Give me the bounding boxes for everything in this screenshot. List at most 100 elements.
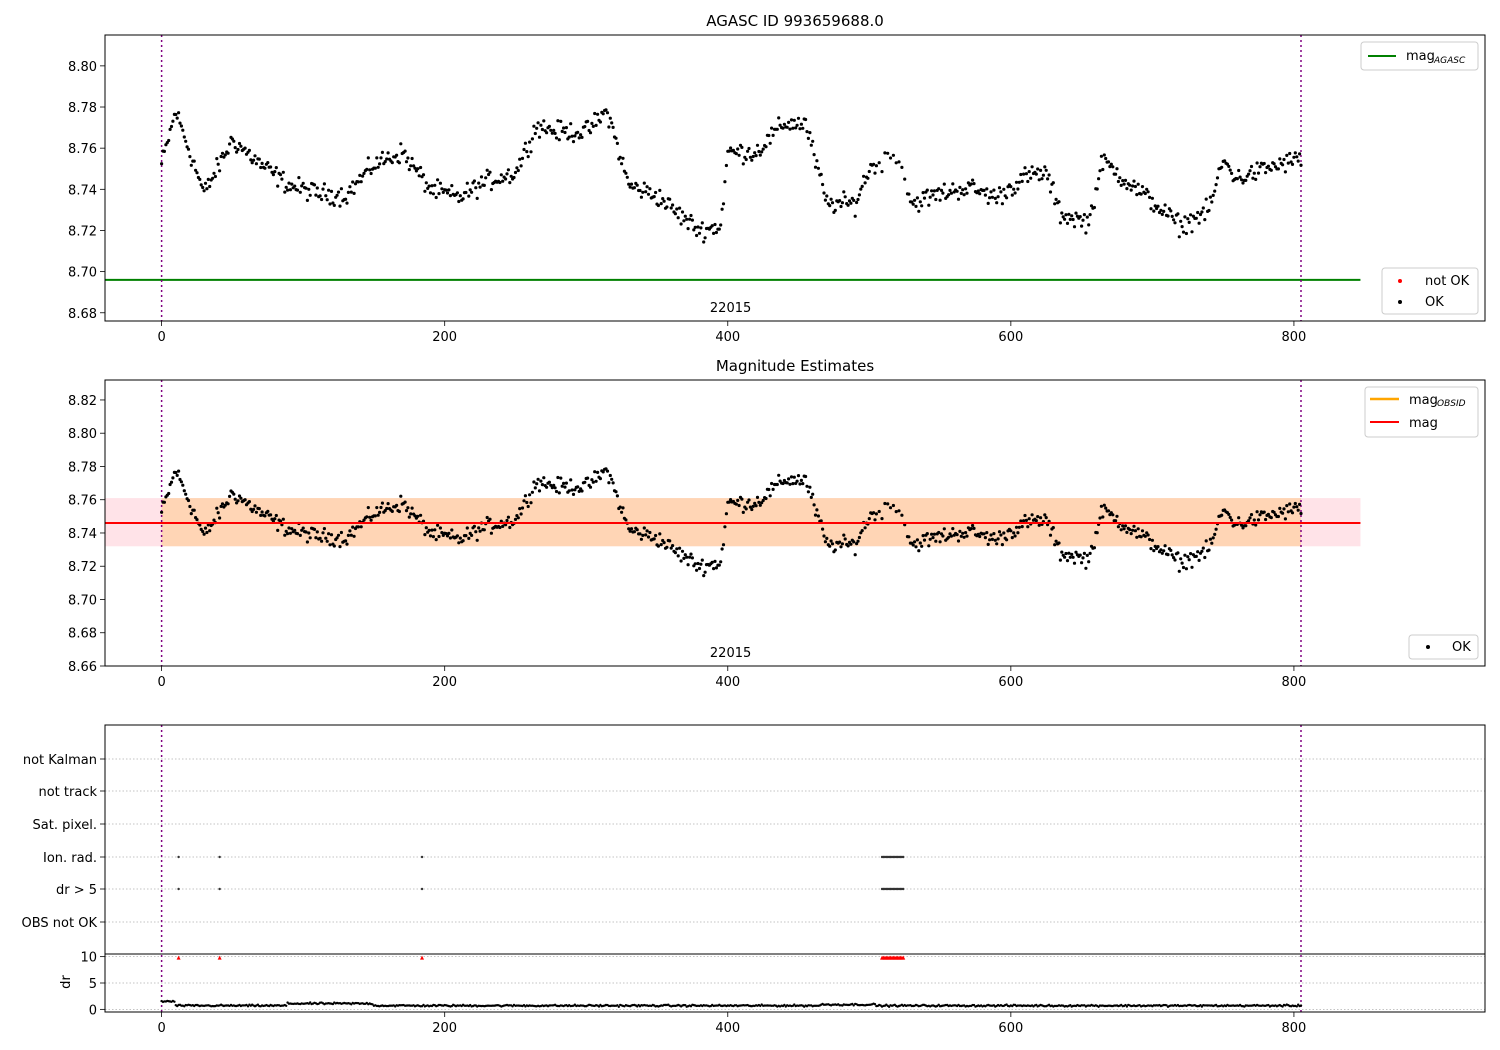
data-point xyxy=(536,121,540,125)
data-point xyxy=(877,509,881,514)
data-point xyxy=(1289,160,1293,164)
data-point xyxy=(748,155,753,159)
flag-row-label: Sat. pixel. xyxy=(33,818,97,833)
data-point xyxy=(314,193,318,197)
data-point xyxy=(536,477,540,481)
data-point xyxy=(501,179,505,183)
data-point xyxy=(720,547,724,551)
data-point xyxy=(615,141,620,145)
data-point xyxy=(356,180,360,184)
data-point xyxy=(219,154,223,159)
data-point xyxy=(475,196,479,200)
data-point xyxy=(484,176,488,180)
data-point xyxy=(764,496,768,501)
legend-label-not-ok: not OK xyxy=(1425,274,1470,289)
x-tick-label: 200 xyxy=(432,675,457,690)
data-point xyxy=(942,182,946,186)
data-point xyxy=(499,173,503,177)
data-point xyxy=(659,543,663,547)
data-point xyxy=(1228,168,1232,172)
data-point xyxy=(526,155,530,159)
data-point xyxy=(639,537,644,541)
data-point xyxy=(472,179,476,183)
data-point xyxy=(525,150,529,154)
data-point xyxy=(1251,176,1255,180)
data-point xyxy=(693,562,697,566)
x-tick-label: 0 xyxy=(157,675,165,690)
data-point xyxy=(1089,204,1094,208)
legend-marker-ok-2 xyxy=(1426,645,1430,649)
data-point xyxy=(1084,566,1088,570)
data-point xyxy=(346,190,350,194)
data-point xyxy=(1288,151,1292,156)
data-point xyxy=(1101,515,1105,519)
data-point xyxy=(1002,187,1006,191)
data-point xyxy=(982,532,986,536)
data-point xyxy=(1187,220,1191,224)
data-point xyxy=(1139,535,1143,539)
data-point xyxy=(440,531,444,535)
data-point xyxy=(1286,510,1290,514)
data-point xyxy=(580,135,584,139)
data-point xyxy=(257,157,261,161)
data-point xyxy=(530,137,535,141)
data-point xyxy=(900,165,904,169)
data-point xyxy=(1159,548,1163,552)
data-point xyxy=(1074,550,1078,554)
data-point xyxy=(1156,204,1160,208)
data-point xyxy=(596,112,600,116)
data-point xyxy=(648,187,652,191)
data-point xyxy=(1060,211,1064,215)
data-point xyxy=(1230,171,1234,175)
data-point xyxy=(556,119,560,123)
data-point xyxy=(1170,553,1174,557)
data-point xyxy=(431,192,435,196)
data-point xyxy=(318,536,322,540)
data-point xyxy=(993,196,997,200)
data-point xyxy=(219,504,223,508)
y-tick-label: 8.68 xyxy=(68,627,97,642)
data-point xyxy=(1184,231,1188,236)
data-point xyxy=(1220,165,1224,169)
data-point xyxy=(1081,556,1085,560)
data-point xyxy=(997,186,1002,190)
data-point xyxy=(1013,534,1017,538)
data-point xyxy=(202,189,206,193)
data-point xyxy=(559,476,563,480)
data-point xyxy=(182,489,186,493)
data-point xyxy=(1160,212,1164,216)
data-point xyxy=(586,119,590,123)
data-point xyxy=(808,485,812,489)
data-point xyxy=(1295,505,1299,509)
data-point xyxy=(1181,230,1186,234)
data-point xyxy=(888,156,893,160)
dr-point xyxy=(246,1005,250,1008)
data-point xyxy=(1176,212,1180,216)
data-point xyxy=(596,470,600,474)
data-point xyxy=(218,169,222,173)
data-point xyxy=(695,568,699,572)
panel3-frame xyxy=(104,724,1486,1013)
data-point xyxy=(270,170,274,174)
data-point xyxy=(1037,178,1041,182)
data-point xyxy=(1204,539,1208,543)
data-point xyxy=(1201,206,1205,210)
data-point xyxy=(249,158,253,162)
data-point xyxy=(416,167,420,171)
data-point xyxy=(554,136,559,140)
data-point xyxy=(295,532,300,536)
data-point xyxy=(569,478,573,482)
data-point xyxy=(679,559,683,563)
data-point xyxy=(1102,503,1106,507)
data-point xyxy=(915,538,920,542)
dr-point xyxy=(793,1003,796,1006)
data-point xyxy=(995,542,999,546)
data-point xyxy=(284,529,288,533)
data-point xyxy=(1017,525,1021,529)
data-point xyxy=(1264,517,1268,522)
data-point xyxy=(1080,561,1084,565)
data-point xyxy=(717,563,721,567)
data-point xyxy=(1070,552,1074,557)
data-point xyxy=(1183,553,1187,557)
data-point xyxy=(787,477,791,481)
